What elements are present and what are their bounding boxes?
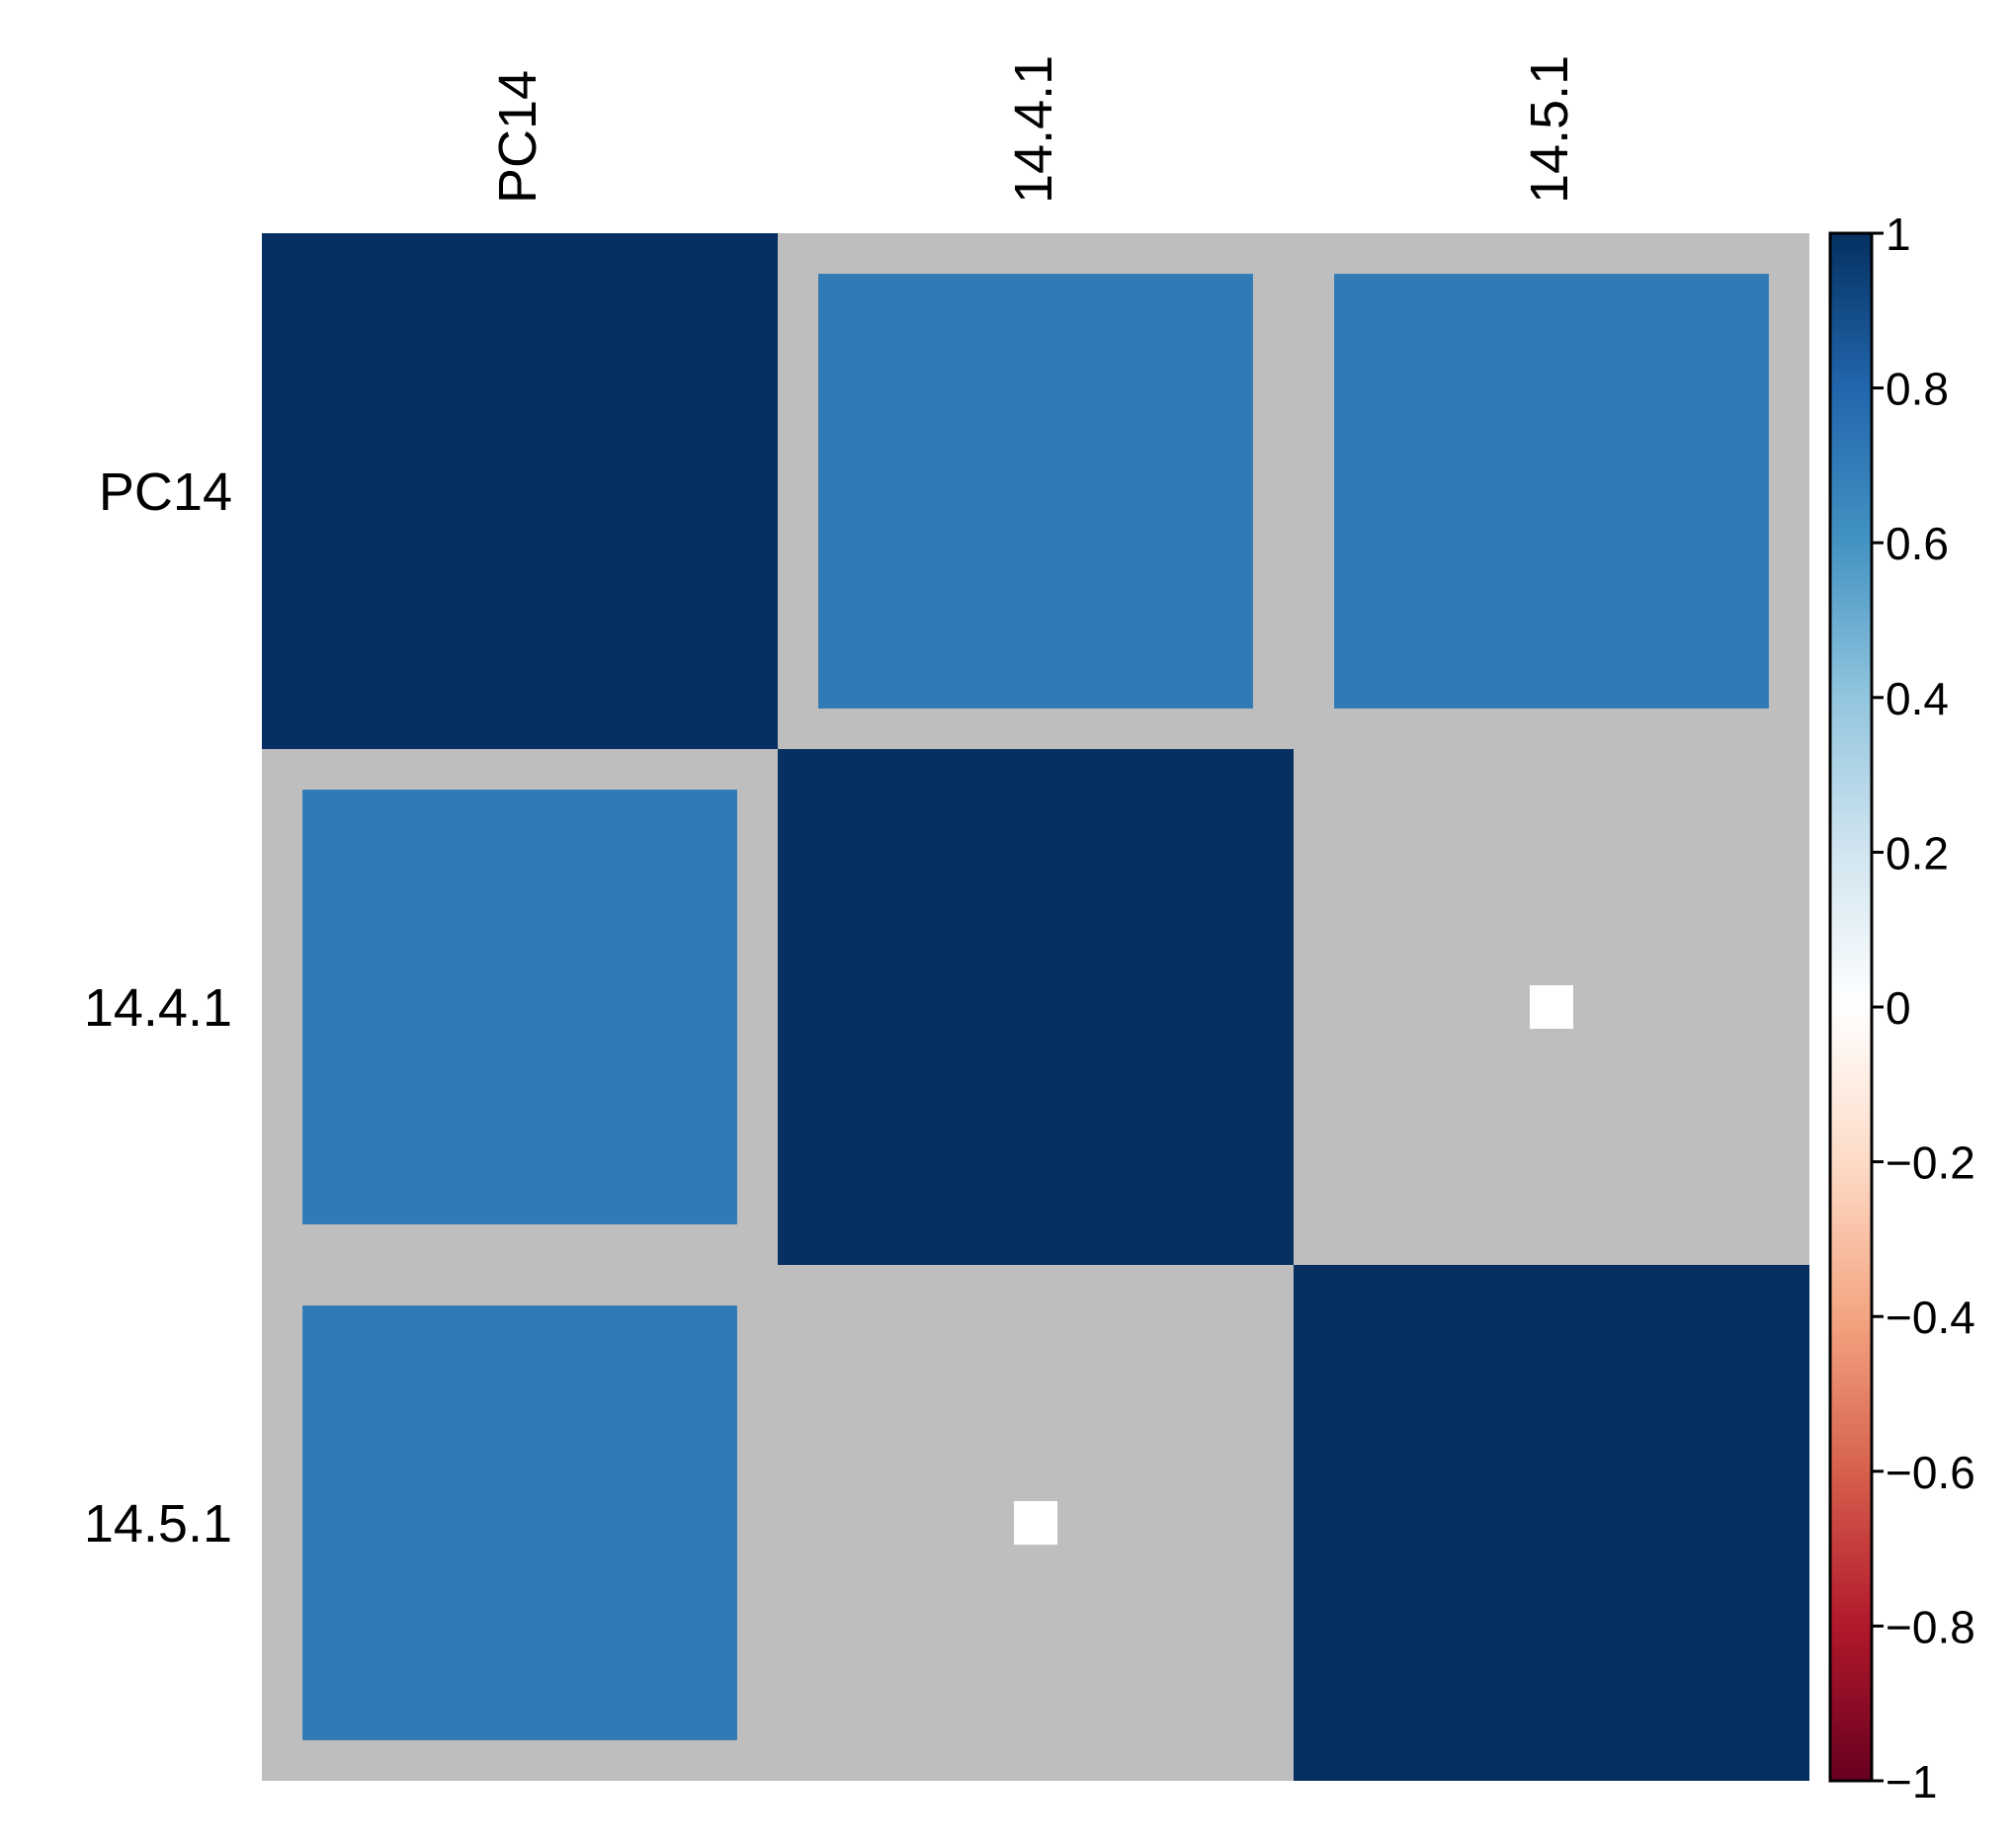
colorbar-tick-label: −0.4 — [1886, 1292, 1975, 1343]
row-labels: PC14 14.4.1 14.5.1 — [84, 462, 232, 1554]
column-labels: PC14 14.4.1 14.5.1 — [488, 55, 1579, 204]
correlation-grid — [262, 233, 1809, 1781]
colorbar-tick-label: 0.8 — [1886, 364, 1949, 415]
cell-14.5.1-14.5.1 — [1294, 1265, 1809, 1781]
col-label-14.4.1: 14.4.1 — [1004, 55, 1063, 204]
col-label-PC14: PC14 — [488, 70, 547, 204]
colorbar-tick-label: 1 — [1886, 209, 1911, 260]
cell-14.4.1-PC14 — [302, 790, 737, 1224]
cell-PC14-14.5.1 — [1334, 274, 1769, 709]
cell-PC14-PC14 — [262, 233, 778, 749]
row-label-14.4.1: 14.4.1 — [84, 978, 232, 1038]
colorbar-tick-label: 0.6 — [1886, 518, 1949, 569]
row-label-PC14: PC14 — [99, 462, 232, 522]
row-label-14.5.1: 14.5.1 — [84, 1494, 232, 1554]
colorbar-tick-label: 0.4 — [1886, 673, 1949, 724]
colorbar-tick-label: −0.8 — [1886, 1601, 1975, 1652]
colorbar-tick-label: −0.2 — [1886, 1137, 1975, 1189]
colorbar-tick-label: −0.6 — [1886, 1447, 1975, 1498]
cell-14.5.1-14.4.1 — [1014, 1501, 1057, 1545]
colorbar: 1 0.8 0.6 0.4 0.2 0 −0.2 −0.4 −0.6 −0.8 −1 — [1828, 209, 1975, 1807]
colorbar-tick-label: −1 — [1886, 1756, 1937, 1807]
cell-14.4.1-14.4.1 — [778, 749, 1294, 1265]
colorbar-scale — [1828, 231, 1874, 1783]
colorbar-tick-label: 0 — [1886, 982, 1911, 1034]
cell-14.5.1-PC14 — [302, 1305, 737, 1740]
cell-PC14-14.4.1 — [818, 274, 1253, 709]
col-label-14.5.1: 14.5.1 — [1520, 55, 1579, 204]
cell-14.4.1-14.5.1 — [1530, 985, 1573, 1029]
colorbar-tick-label: 0.2 — [1886, 827, 1949, 879]
